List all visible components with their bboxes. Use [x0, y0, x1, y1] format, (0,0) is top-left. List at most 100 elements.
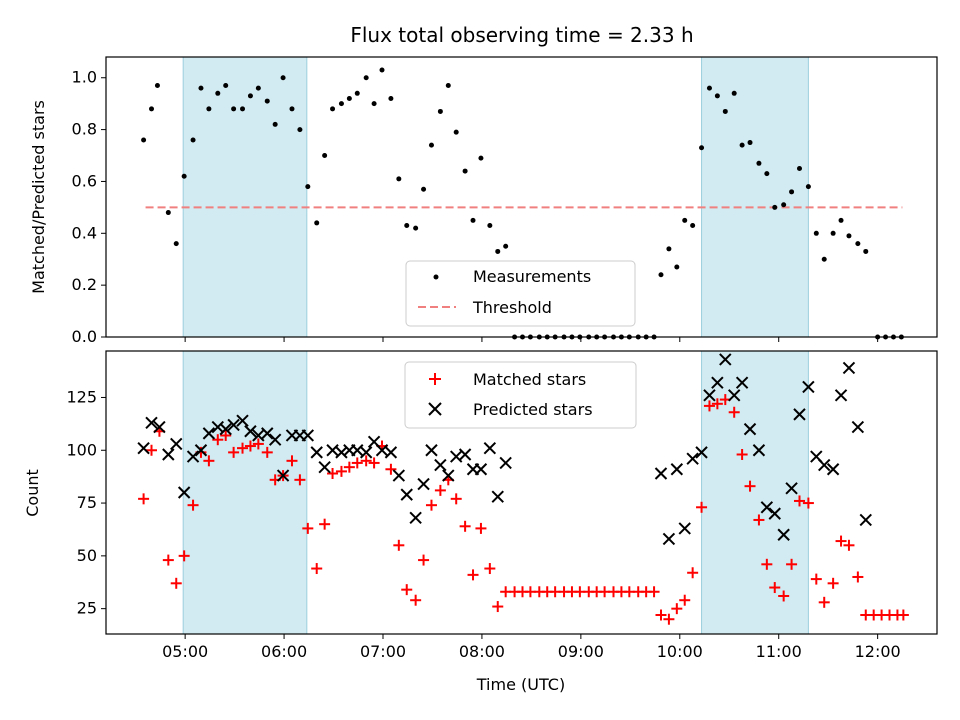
y-tick-label: 50	[77, 546, 97, 565]
measurement-point	[173, 241, 179, 247]
matched-point	[793, 495, 805, 507]
matched-point	[146, 444, 158, 456]
measurement-point	[756, 160, 762, 166]
measurement-point	[666, 246, 672, 252]
measurement-point	[503, 243, 509, 249]
bottom-legend: Matched stars Predicted stars	[404, 361, 637, 429]
measurement-point	[206, 106, 212, 112]
predicted-point	[326, 444, 339, 457]
measurement-point	[255, 85, 261, 91]
top-shaded-spans	[182, 56, 809, 338]
measurement-points	[141, 67, 904, 340]
matched-point	[663, 613, 675, 625]
matched-point	[418, 554, 430, 566]
predicted-point	[499, 456, 512, 470]
matched-point	[897, 609, 909, 621]
y-tick-label: 0.0	[72, 327, 97, 346]
matched-point	[450, 493, 462, 505]
predicted-point	[310, 446, 323, 459]
matched-point	[302, 522, 314, 534]
matched-point	[810, 573, 822, 585]
predicted-point	[458, 448, 472, 461]
matched-point	[484, 563, 496, 575]
measurement-point	[764, 171, 770, 177]
predicted-point	[826, 463, 840, 476]
predicted-point	[859, 513, 872, 527]
x-tick-label: 05:00	[162, 642, 208, 661]
measurement-point	[330, 106, 336, 112]
predicted-point	[219, 422, 232, 436]
predicted-point	[654, 467, 668, 480]
measurement-point	[322, 153, 328, 159]
matched-point	[434, 484, 446, 496]
predicted-point	[483, 441, 497, 455]
matched-point	[835, 535, 847, 547]
measurement-point	[141, 137, 147, 143]
matched-point	[252, 438, 264, 450]
matched-point	[852, 571, 864, 583]
top-x-axis-ticks	[184, 337, 879, 342]
predicted-point	[768, 507, 781, 520]
measurement-point	[796, 165, 802, 171]
bottom-plot-frame	[105, 350, 938, 635]
measurement-point	[789, 189, 795, 195]
matched-point	[761, 558, 773, 570]
legend-measurements-label: Measurements	[473, 267, 591, 286]
measurement-point	[706, 85, 712, 91]
measurement-point	[413, 225, 419, 231]
predicted-point	[686, 452, 699, 465]
shaded-span-0	[182, 56, 308, 338]
measurement-point	[838, 217, 844, 223]
legend-matched-marker	[429, 373, 441, 385]
measurement-point	[388, 95, 394, 101]
matched-point	[778, 590, 790, 602]
matched-point	[335, 465, 347, 477]
matched-point	[360, 455, 372, 467]
matched-point	[327, 467, 339, 479]
predicted-point	[244, 425, 257, 438]
matched-point	[203, 455, 215, 467]
measurement-point	[305, 184, 311, 190]
measurement-point	[215, 90, 221, 96]
predicted-star-points	[137, 353, 872, 546]
matched-point	[728, 406, 740, 418]
predicted-point	[425, 444, 438, 457]
predicted-point	[662, 532, 676, 546]
measurement-point	[190, 137, 196, 143]
matched-point	[311, 563, 323, 575]
measurement-point	[149, 106, 155, 112]
measurement-point	[404, 223, 410, 229]
measurement-point	[453, 129, 459, 135]
measurement-point	[272, 121, 278, 127]
predicted-point	[417, 477, 430, 491]
matched-point	[212, 434, 224, 446]
y-tick-label: 0.8	[72, 120, 97, 139]
measurement-point	[462, 168, 468, 174]
x-tick-label: 12:00	[855, 642, 901, 661]
predicted-point	[268, 433, 282, 446]
measurement-point	[731, 90, 737, 96]
measurement-point	[165, 210, 171, 216]
matched-point	[736, 448, 748, 460]
matched-point	[818, 596, 830, 608]
matched-point	[655, 609, 667, 621]
matched-point	[244, 440, 256, 452]
predicted-point	[301, 429, 315, 442]
predicted-point	[491, 490, 504, 503]
measurement-point	[658, 272, 664, 278]
measurement-point	[682, 217, 688, 223]
predicted-point	[711, 376, 724, 389]
y-tick-label: 125	[66, 387, 97, 406]
measurement-point	[396, 176, 402, 182]
predicted-point	[727, 389, 741, 402]
measurement-point	[363, 75, 369, 81]
matched-point	[228, 446, 240, 458]
measurement-point	[487, 223, 493, 229]
x-tick-label: 10:00	[657, 642, 703, 661]
y-tick-label: 0.4	[72, 223, 97, 242]
y-tick-label: 1.0	[72, 68, 97, 87]
measurement-point	[154, 83, 160, 89]
matched-point	[162, 554, 174, 566]
bottom-y-axis-ticks: 25 50 75 100 125	[66, 387, 106, 618]
matched-point	[286, 455, 298, 467]
